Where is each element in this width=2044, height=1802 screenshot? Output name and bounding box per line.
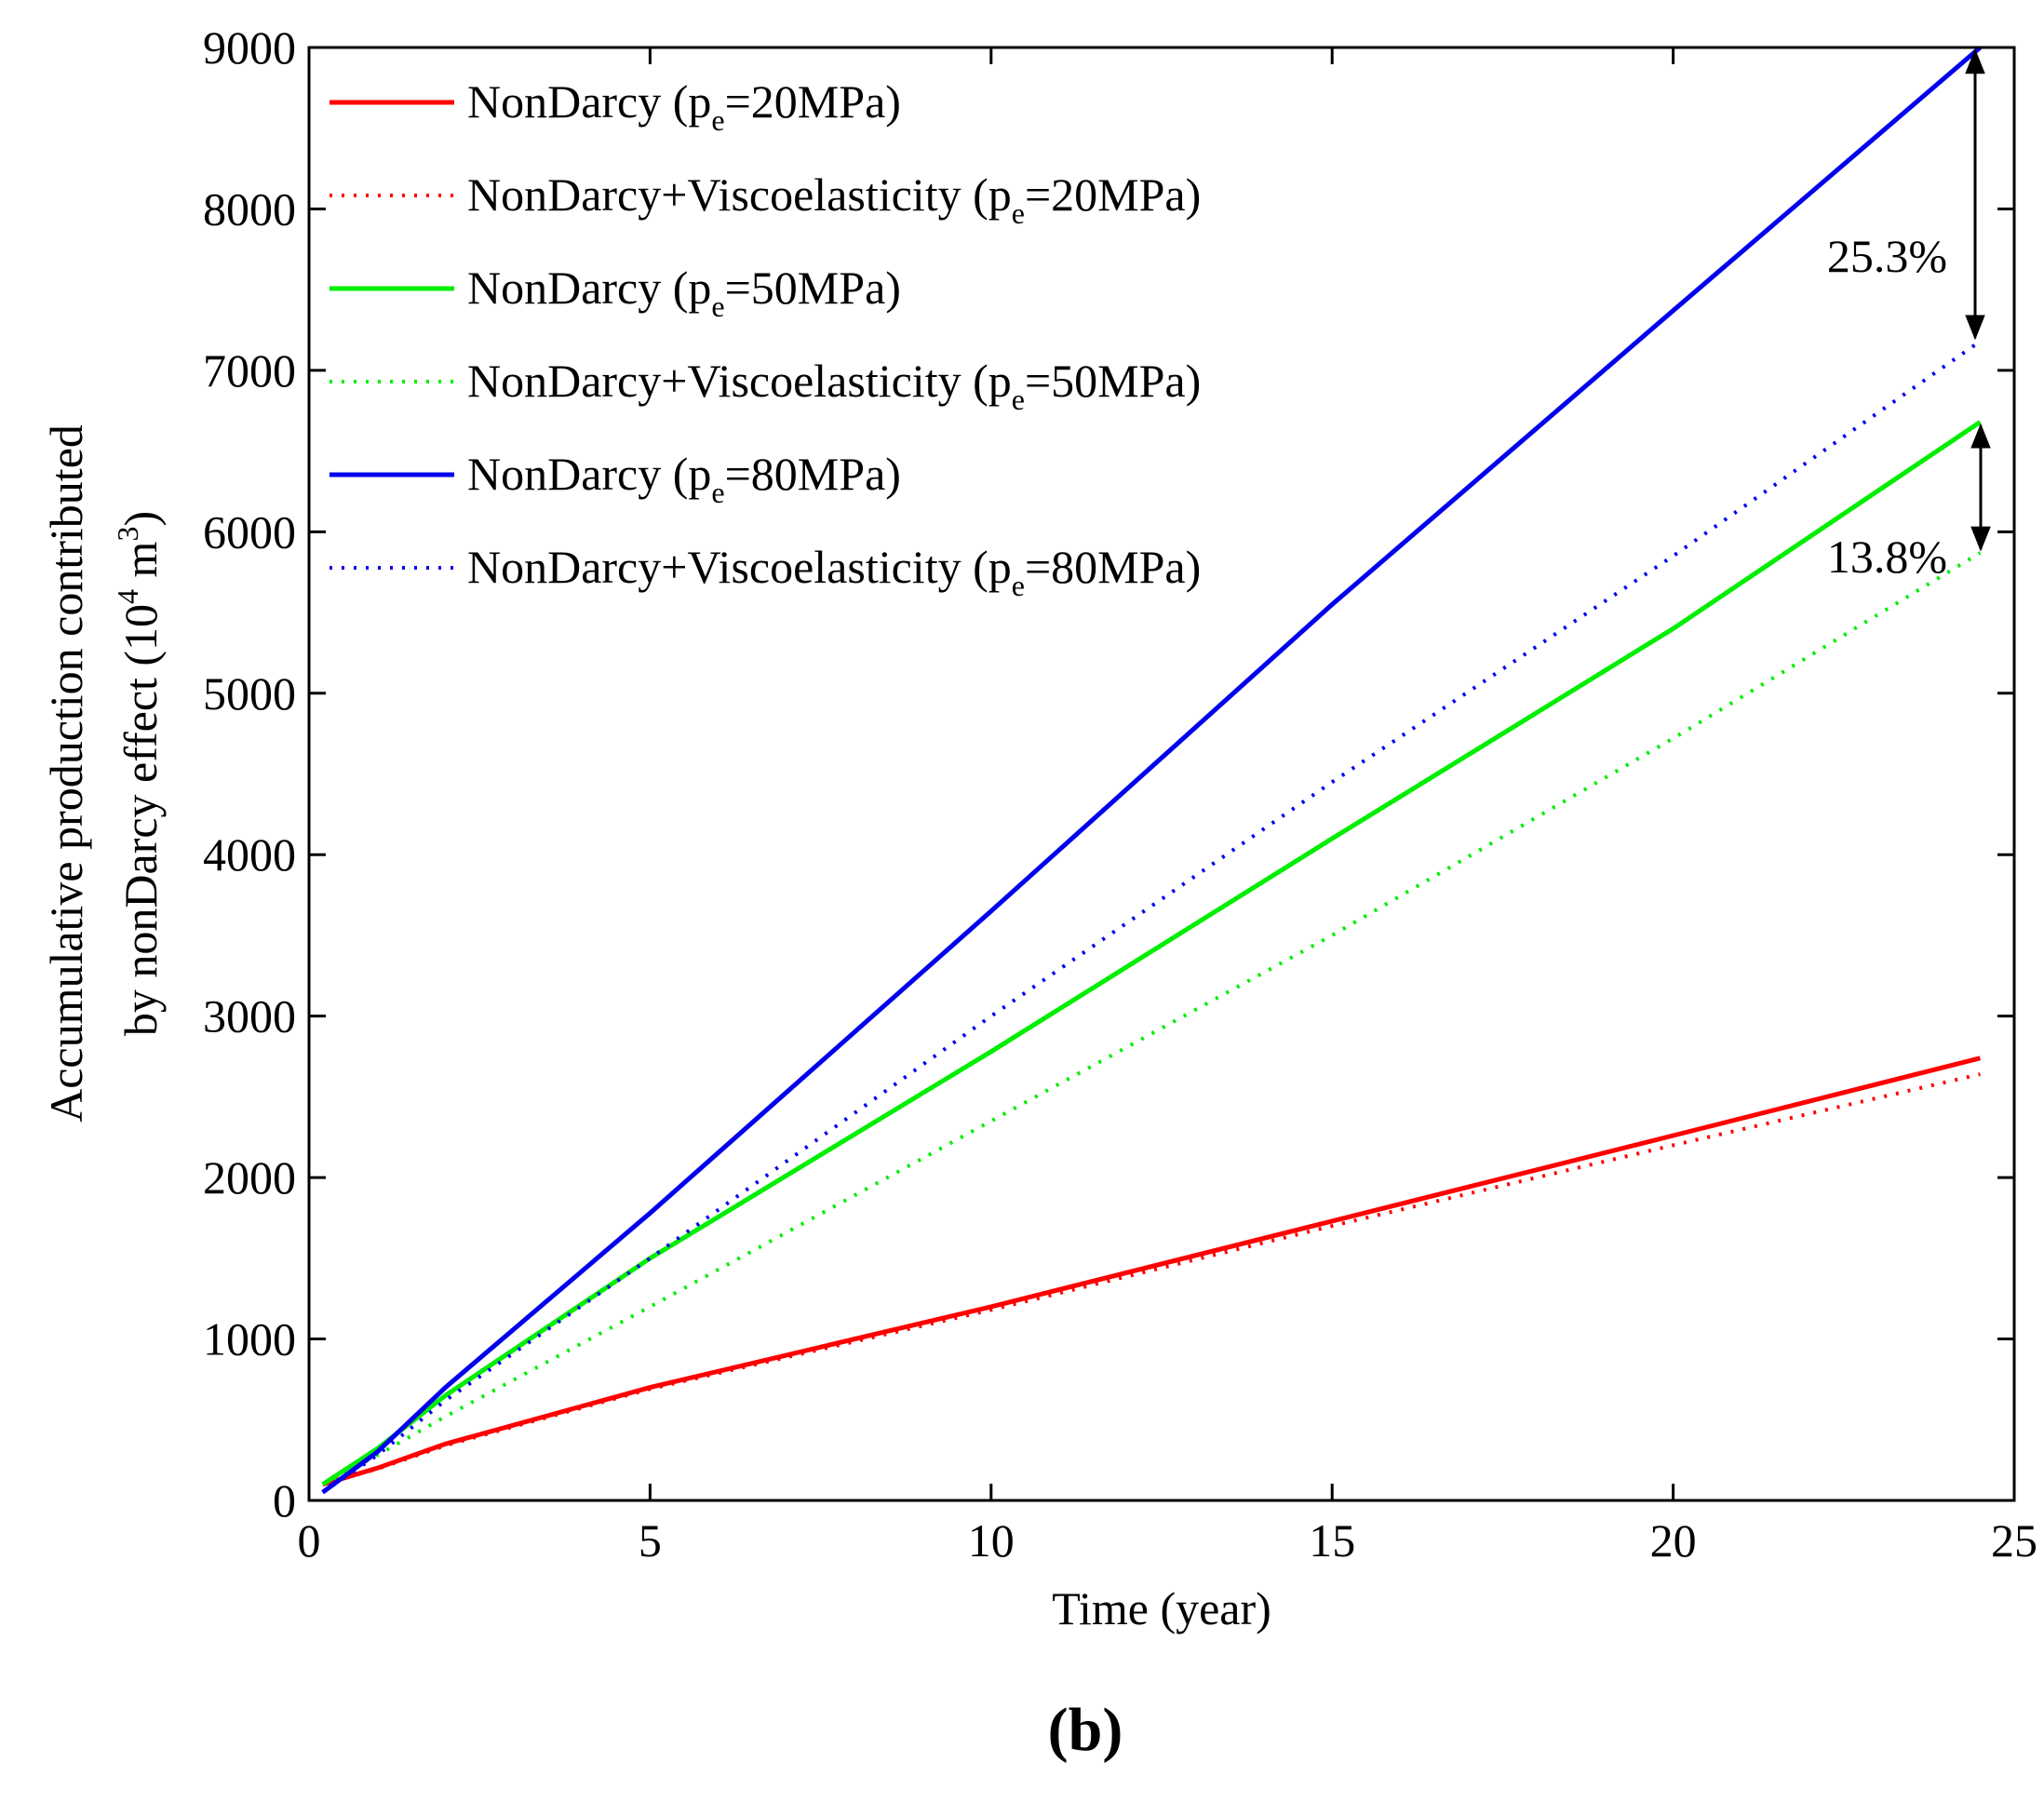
legend-label-subscript: e xyxy=(1012,196,1025,230)
legend-label-subscript: e xyxy=(1012,569,1025,602)
series-layer xyxy=(321,46,1983,1495)
y-axis-title-line2: by nonDarcy effect (104 m3) xyxy=(111,511,167,1036)
annotation-label: 25.3% xyxy=(1827,230,1947,282)
legend-label-main: NonDarcy (p xyxy=(467,75,711,128)
y-tick-label: 2000 xyxy=(203,1151,296,1204)
y-tick-label: 4000 xyxy=(203,828,296,881)
x-tick-label: 15 xyxy=(1309,1514,1355,1567)
series-line-5 xyxy=(321,46,1983,1495)
y-axis-title-suffix: ) xyxy=(114,511,167,527)
y-axis-title-sup2: 3 xyxy=(111,527,144,542)
legend-label-end: =80MPa) xyxy=(725,448,901,500)
y-tick-label: 3000 xyxy=(203,990,296,1042)
legend-label-end: =20MPa) xyxy=(725,75,901,128)
axis-ticks: 0 5 10 15 20 25 0 1000 2000 3000 4000 5000 6000 7000 8… xyxy=(203,21,2037,1567)
panel-label: (b) xyxy=(1048,1696,1123,1764)
legend-label-end: =80MPa) xyxy=(1025,541,1201,593)
y-tick-label: 9000 xyxy=(203,21,296,74)
series-line-1 xyxy=(321,1056,1982,1487)
legend-label-main: NonDarcy+Viscoelasticity (p xyxy=(467,541,1012,593)
legend-label-end: =50MPa) xyxy=(1025,355,1201,407)
legend-label: NonDarcy+Viscoelasticity (pe=20MPa) xyxy=(467,168,1201,230)
legend-label-subscript: e xyxy=(711,289,724,323)
y-tick-label: 1000 xyxy=(203,1313,296,1365)
y-tick-label: 0 xyxy=(273,1474,296,1526)
x-tick-label: 5 xyxy=(639,1514,662,1567)
legend-label: NonDarcy+Viscoelasticity (pe=50MPa) xyxy=(467,355,1201,416)
x-tick-label: 25 xyxy=(1991,1514,2037,1567)
annotation-label: 13.8% xyxy=(1827,531,1947,583)
legend-label-main: NonDarcy (p xyxy=(467,262,711,314)
legend-label-end: =50MPa) xyxy=(725,262,901,314)
x-tick-label: 10 xyxy=(968,1514,1015,1567)
series-line-4 xyxy=(321,551,1982,1486)
legend-label-main: NonDarcy+Viscoelasticity (p xyxy=(467,168,1012,221)
legend-label-main: NonDarcy+Viscoelasticity (p xyxy=(467,355,1012,407)
legend-label: NonDarcy (pe=20MPa) xyxy=(467,75,901,137)
legend-label: NonDarcy+Viscoelasticity (pe=80MPa) xyxy=(467,541,1201,602)
legend-label-subscript: e xyxy=(1012,383,1025,416)
legend-label-end: =20MPa) xyxy=(1025,168,1201,221)
y-axis-title-mid: m xyxy=(114,541,167,589)
legend: NonDarcy (pe=20MPa)NonDarcy+Viscoelastic… xyxy=(329,75,1201,602)
y-tick-label: 5000 xyxy=(203,667,296,719)
legend-label-subscript: e xyxy=(711,476,724,509)
x-axis-title: Time (year) xyxy=(1052,1582,1271,1634)
series-line-6 xyxy=(321,340,1982,1494)
y-axis-title-prefix: by nonDarcy effect (10 xyxy=(114,604,167,1036)
annotations: 25.3% 13.8% xyxy=(1827,48,1991,583)
y-tick-label: 8000 xyxy=(203,182,296,235)
plot-frame xyxy=(307,46,2016,1502)
legend-label: NonDarcy (pe=50MPa) xyxy=(467,262,901,323)
legend-label-main: NonDarcy (p xyxy=(467,448,711,500)
legend-label-subscript: e xyxy=(711,103,724,137)
y-axis-title-line1: Accumulative production contributed xyxy=(40,424,92,1123)
legend-label: NonDarcy (pe=80MPa) xyxy=(467,448,901,509)
x-tick-label: 20 xyxy=(1650,1514,1697,1567)
x-tick-label: 0 xyxy=(298,1514,321,1567)
y-tick-label: 6000 xyxy=(203,505,296,558)
y-axis-title-sup1: 4 xyxy=(111,589,144,604)
y-tick-label: 7000 xyxy=(203,344,296,397)
y-axis-title: Accumulative production contributed by n… xyxy=(40,424,167,1123)
